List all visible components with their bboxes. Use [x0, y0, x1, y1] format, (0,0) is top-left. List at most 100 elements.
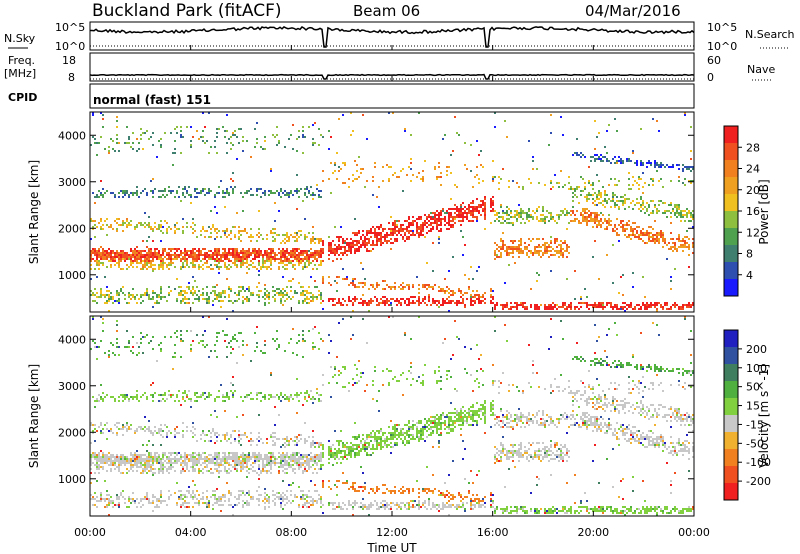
power-cell	[390, 228, 392, 230]
velocity-cell	[168, 394, 170, 396]
power-cell	[348, 298, 350, 300]
power-cell	[188, 298, 190, 300]
power-cell	[108, 260, 110, 262]
power-cell	[196, 236, 198, 238]
power-cell	[398, 230, 400, 232]
power-cell	[106, 190, 108, 192]
power-cell	[590, 304, 592, 306]
power-cell	[162, 260, 164, 262]
power-cell	[322, 278, 324, 280]
power-cell	[182, 290, 184, 292]
velocity-cell	[148, 430, 150, 432]
power-cell	[238, 290, 240, 292]
power-cell	[330, 250, 332, 252]
power-cell	[544, 306, 546, 308]
power-cell	[202, 226, 204, 228]
power-cell	[680, 246, 682, 248]
power-cell	[372, 176, 374, 178]
power-cell	[470, 294, 472, 296]
power-cell	[376, 300, 378, 302]
power-cell	[298, 230, 300, 232]
power-cell	[396, 240, 398, 242]
power-cell	[592, 226, 594, 228]
velocity-cell	[212, 430, 214, 432]
power-cell	[116, 116, 118, 118]
power-cell	[616, 306, 618, 308]
power-cell	[90, 256, 92, 258]
power-cell	[160, 138, 162, 140]
power-cell	[624, 224, 626, 226]
velocity-cell	[174, 462, 176, 464]
power-cell	[332, 304, 334, 306]
power-cell	[130, 192, 132, 194]
power-cell	[164, 190, 166, 192]
power-cell	[200, 190, 202, 192]
power-cell	[212, 252, 214, 254]
power-cell	[528, 140, 530, 142]
power-cell	[180, 126, 182, 128]
power-cell	[102, 256, 104, 258]
velocity-cell	[184, 462, 186, 464]
power-cell	[426, 304, 428, 306]
power-cell	[358, 242, 360, 244]
velocity-cell	[102, 428, 104, 430]
power-cell	[160, 290, 162, 292]
velocity-cell	[118, 464, 120, 466]
velocity-cell	[158, 468, 160, 470]
power-cell	[512, 222, 514, 224]
power-cell	[380, 238, 382, 240]
velocity-cell	[150, 460, 152, 462]
power-cell	[164, 196, 166, 198]
power-cell	[384, 234, 386, 236]
power-cell	[408, 302, 410, 304]
power-cell	[196, 196, 198, 198]
power-cell	[334, 304, 336, 306]
power-cell	[120, 252, 122, 254]
velocity-cell	[154, 496, 156, 498]
power-cell	[692, 210, 694, 212]
power-cell	[624, 306, 626, 308]
velocity-cell	[90, 494, 92, 496]
power-cell	[432, 228, 434, 230]
velocity-cell	[184, 494, 186, 496]
power-cell	[452, 218, 454, 220]
power-cell	[214, 264, 216, 266]
velocity-cell	[214, 496, 216, 498]
power-cell	[252, 236, 254, 238]
power-cell	[372, 286, 374, 288]
velocity-cell	[94, 440, 96, 442]
power-cell	[598, 220, 600, 222]
power-cell	[224, 256, 226, 258]
power-cell	[270, 190, 272, 192]
velocity-cell	[158, 460, 160, 462]
velocity-cell	[144, 468, 146, 470]
power-cell	[286, 250, 288, 252]
velocity-cell	[218, 458, 220, 460]
power-cell	[100, 246, 102, 248]
power-cell	[386, 302, 388, 304]
power-cell	[202, 268, 204, 270]
velocity-cell	[170, 396, 172, 398]
power-cell	[492, 204, 494, 206]
power-cell	[282, 240, 284, 242]
power-cell	[644, 182, 646, 184]
power-cell	[302, 258, 304, 260]
power-cell	[552, 186, 554, 188]
power-cell	[190, 146, 192, 148]
power-cell	[392, 242, 394, 244]
velocity-cell	[160, 466, 162, 468]
power-cell	[186, 190, 188, 192]
power-cell	[338, 276, 340, 278]
power-cell	[176, 228, 178, 230]
power-cell	[306, 196, 308, 198]
power-cell	[516, 304, 518, 306]
velocity-cell	[186, 506, 188, 508]
power-cell	[646, 232, 648, 234]
power-cell	[690, 166, 692, 168]
power-cell	[392, 228, 394, 230]
power-cell	[572, 196, 574, 198]
power-cell	[688, 238, 690, 240]
power-cell	[148, 294, 150, 296]
power-cell	[584, 188, 586, 190]
power-cell	[524, 248, 526, 250]
